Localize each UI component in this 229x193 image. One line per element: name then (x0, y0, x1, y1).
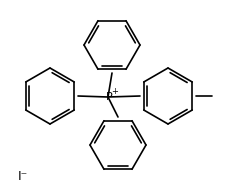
Text: +: + (111, 87, 118, 96)
Text: P: P (105, 92, 112, 102)
Text: I⁻: I⁻ (18, 170, 28, 184)
